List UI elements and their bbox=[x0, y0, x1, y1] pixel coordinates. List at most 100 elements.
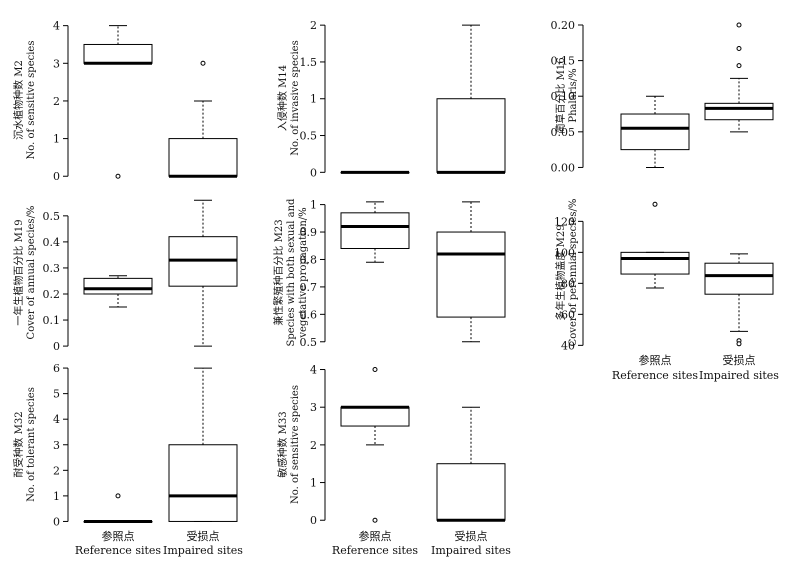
y-tick-label: 2 bbox=[310, 439, 317, 452]
x-category-label: Reference sites bbox=[75, 544, 161, 557]
x-category-label: Impaired sites bbox=[431, 544, 511, 557]
x-category-label: 受损点 bbox=[187, 529, 220, 543]
y-tick-label: 2 bbox=[310, 19, 317, 32]
y-axis-label: No. of tolerant species bbox=[26, 387, 37, 502]
x-category-label: Reference sites bbox=[332, 544, 418, 557]
reference-box bbox=[620, 95, 690, 168]
panel: 0 1 2 3 4 5 6 耐受种数 M32 No. of tolerant species bbox=[12, 362, 238, 528]
y-axis-label: 耐受种数 M32 bbox=[12, 411, 25, 477]
y-axis-label: Cover of perennial species/% bbox=[568, 199, 579, 347]
y-tick-label: 3 bbox=[53, 57, 60, 70]
y-axis-label: No. of sensitive species bbox=[26, 41, 37, 160]
y-tick-label: 3 bbox=[310, 401, 317, 414]
y-axis-label: vegetative propagation/% bbox=[298, 207, 309, 338]
y-tick-label: 0.9 bbox=[300, 226, 318, 239]
impaired-box bbox=[436, 24, 506, 174]
iqr-box bbox=[436, 98, 506, 173]
impaired-box bbox=[168, 199, 238, 347]
panel: 0 1 2 3 4 敏感种数 M33 No. of sensitive species bbox=[276, 364, 506, 527]
impaired-box bbox=[436, 201, 506, 343]
outlier-point bbox=[736, 22, 742, 28]
x-category-label: 参照点 bbox=[639, 353, 672, 367]
y-tick-label: 0.5 bbox=[300, 130, 318, 143]
outlier-point bbox=[736, 45, 742, 51]
y-tick-label: 3 bbox=[53, 439, 60, 452]
outlier-point bbox=[372, 517, 378, 523]
x-category-label: 参照点 bbox=[102, 529, 135, 543]
y-tick-label: 0.00 bbox=[551, 161, 576, 174]
x-category-label: Impaired sites bbox=[163, 544, 243, 557]
panel: 0 0.5 1 1.5 2 入侵种数 M14 No. of invasive species bbox=[276, 19, 506, 179]
y-tick-label: 0.1 bbox=[43, 314, 61, 327]
outlier-point bbox=[736, 63, 742, 69]
iqr-box bbox=[436, 231, 506, 318]
y-axis-label: Species with both sexual and bbox=[286, 198, 297, 347]
y-tick-label: 0.10 bbox=[551, 90, 576, 103]
panel: 0.00 0.05 0.10 0.15 0.20 蔺草百分比 M16 Phalaris/% bbox=[551, 19, 774, 174]
y-tick-label: 1.5 bbox=[300, 56, 318, 69]
iqr-box bbox=[83, 277, 153, 295]
x-category-label: 受损点 bbox=[723, 353, 756, 367]
iqr-box bbox=[620, 251, 690, 275]
y-tick-label: 1 bbox=[310, 93, 317, 106]
y-tick-label: 5 bbox=[53, 388, 60, 401]
iqr-box bbox=[340, 406, 410, 427]
panel: 0 0.1 0.2 0.3 0.4 0.5 一年生植物百分比 M19 Cover of ann… bbox=[12, 199, 238, 353]
y-axis-label: 多年生植物盖度 M29 bbox=[554, 224, 567, 320]
y-axis-label: Cover of annual species/% bbox=[26, 206, 37, 340]
y-tick-label: 80 bbox=[561, 277, 575, 290]
y-tick-label: 4 bbox=[53, 20, 60, 33]
x-category-label: Impaired sites bbox=[699, 369, 779, 382]
iqr-box bbox=[704, 262, 774, 295]
y-tick-label: 2 bbox=[53, 464, 60, 477]
panel: 0 1 2 3 4 沉水植物种数 M2 No. of sensitive species bbox=[12, 20, 238, 183]
y-axis-label: 蔺草百分比 M16 bbox=[555, 57, 567, 133]
y-tick-label: 0 bbox=[53, 515, 60, 528]
y-tick-label: 1 bbox=[310, 477, 317, 490]
outlier-point bbox=[736, 341, 742, 347]
outlier-point bbox=[200, 60, 206, 66]
y-axis-label: 敏感种数 M33 bbox=[276, 411, 289, 477]
y-tick-label: 0.20 bbox=[551, 19, 576, 32]
y-tick-label: 1 bbox=[53, 133, 60, 146]
iqr-box bbox=[168, 444, 238, 522]
reference-box bbox=[340, 367, 410, 523]
outlier-point bbox=[652, 201, 658, 207]
outlier-point bbox=[115, 173, 121, 179]
y-axis-label: 入侵种数 M14 bbox=[276, 65, 289, 131]
y-tick-label: 6 bbox=[53, 362, 60, 375]
y-axis-label: 沉水植物种数 M2 bbox=[12, 60, 25, 140]
iqr-box bbox=[620, 113, 690, 151]
impaired-box bbox=[168, 367, 238, 522]
y-tick-label: 0.6 bbox=[300, 308, 318, 321]
y-axis-label: 一年生植物百分比 M19 bbox=[12, 219, 25, 325]
outlier-point bbox=[372, 367, 378, 373]
y-tick-label: 0.3 bbox=[43, 262, 61, 275]
y-tick-label: 0.7 bbox=[300, 281, 318, 294]
y-tick-label: 0.5 bbox=[43, 210, 61, 223]
y-tick-label: 0 bbox=[310, 166, 317, 179]
reference-box bbox=[83, 493, 153, 523]
y-tick-label: 0.05 bbox=[551, 126, 576, 139]
iqr-box bbox=[340, 212, 410, 249]
y-axis-label: Phalaris/% bbox=[568, 68, 579, 122]
reference-box bbox=[83, 275, 153, 308]
impaired-box bbox=[704, 253, 774, 347]
y-tick-label: 0.15 bbox=[551, 55, 576, 68]
x-category-label: Reference sites bbox=[612, 369, 698, 382]
reference-box bbox=[620, 201, 690, 289]
y-tick-label: 0.4 bbox=[43, 236, 61, 249]
y-tick-label: 60 bbox=[561, 308, 575, 321]
iqr-box bbox=[436, 463, 506, 521]
y-axis-label: No. of invasive species bbox=[290, 40, 301, 155]
impaired-box bbox=[168, 60, 238, 178]
iqr-box bbox=[83, 43, 153, 64]
y-tick-label: 120 bbox=[554, 215, 575, 228]
x-category-label: 受损点 bbox=[455, 529, 488, 543]
reference-box bbox=[340, 170, 410, 174]
y-tick-label: 0 bbox=[53, 170, 60, 183]
y-tick-label: 2 bbox=[53, 95, 60, 108]
impaired-box bbox=[436, 406, 506, 522]
panel: 0.5 0.6 0.7 0.8 0.9 1 兼性繁殖种百分比 M23 Species with… bbox=[272, 198, 506, 349]
